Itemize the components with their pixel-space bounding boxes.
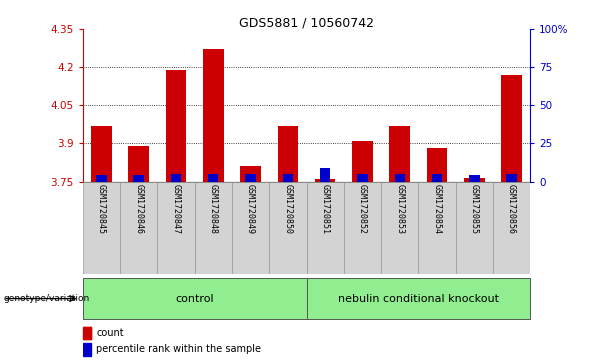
Bar <box>203 49 224 182</box>
FancyBboxPatch shape <box>83 182 120 274</box>
Bar <box>357 174 368 182</box>
Text: GSM1720853: GSM1720853 <box>395 184 404 234</box>
Bar <box>432 174 442 182</box>
FancyBboxPatch shape <box>493 182 530 274</box>
Text: GSM1720846: GSM1720846 <box>134 184 143 234</box>
Bar <box>83 327 91 339</box>
FancyBboxPatch shape <box>232 182 269 274</box>
FancyBboxPatch shape <box>418 182 455 274</box>
Text: GSM1720856: GSM1720856 <box>507 184 516 234</box>
Text: GSM1720854: GSM1720854 <box>433 184 441 234</box>
Bar <box>306 278 530 319</box>
FancyBboxPatch shape <box>158 182 195 274</box>
Bar <box>501 75 522 182</box>
Bar <box>320 167 330 182</box>
Text: GSM1720849: GSM1720849 <box>246 184 255 234</box>
Bar <box>83 278 306 319</box>
Bar <box>96 175 107 182</box>
Text: GSM1720852: GSM1720852 <box>358 184 367 234</box>
Text: count: count <box>96 328 124 338</box>
FancyBboxPatch shape <box>344 182 381 274</box>
FancyBboxPatch shape <box>120 182 158 274</box>
Bar <box>171 174 181 182</box>
Text: GSM1720850: GSM1720850 <box>283 184 292 234</box>
FancyBboxPatch shape <box>306 182 344 274</box>
Bar <box>208 174 218 182</box>
Bar <box>278 126 298 182</box>
Text: control: control <box>175 294 214 303</box>
Text: GDS5881 / 10560742: GDS5881 / 10560742 <box>239 16 374 29</box>
Bar <box>315 179 335 182</box>
Text: nebulin conditional knockout: nebulin conditional knockout <box>338 294 499 303</box>
Bar <box>166 70 186 182</box>
Bar <box>83 343 91 356</box>
Text: genotype/variation: genotype/variation <box>3 294 89 303</box>
Bar <box>129 146 149 182</box>
Bar <box>134 175 144 182</box>
Bar <box>395 174 405 182</box>
Bar <box>91 126 112 182</box>
Bar <box>427 148 447 182</box>
Bar <box>245 174 256 182</box>
Bar <box>464 178 484 182</box>
FancyBboxPatch shape <box>269 182 306 274</box>
Bar <box>240 166 261 182</box>
Bar <box>83 327 91 339</box>
Text: percentile rank within the sample: percentile rank within the sample <box>96 344 261 354</box>
Bar <box>469 175 479 182</box>
Bar <box>352 141 373 182</box>
FancyBboxPatch shape <box>195 182 232 274</box>
Bar <box>389 126 410 182</box>
Text: GSM1720855: GSM1720855 <box>470 184 479 234</box>
FancyBboxPatch shape <box>455 182 493 274</box>
Text: GSM1720848: GSM1720848 <box>209 184 218 234</box>
Text: GSM1720847: GSM1720847 <box>172 184 180 234</box>
Text: GSM1720851: GSM1720851 <box>321 184 330 234</box>
FancyBboxPatch shape <box>381 182 418 274</box>
Bar <box>283 174 293 182</box>
Text: GSM1720845: GSM1720845 <box>97 184 106 234</box>
Bar <box>506 174 517 182</box>
